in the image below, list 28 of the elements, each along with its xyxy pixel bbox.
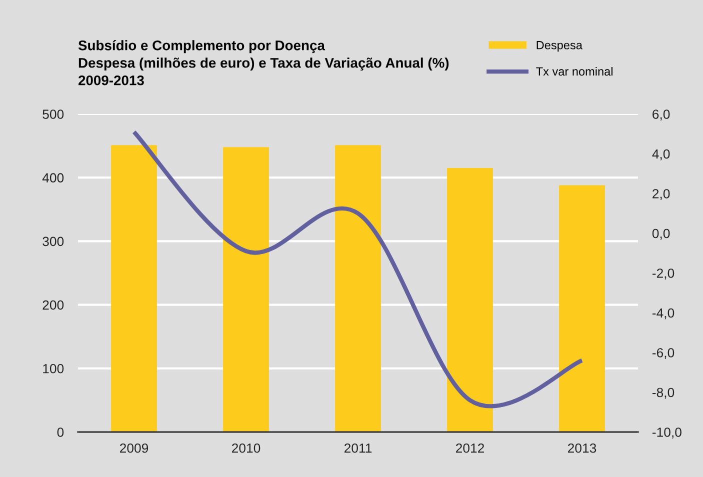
x-tick-label: 2011 xyxy=(344,443,372,453)
y-tick-label: 300 xyxy=(42,236,64,246)
y-tick-label: 400 xyxy=(42,173,64,183)
y-tick-label: 100 xyxy=(43,364,64,374)
y2-tick-label: 6,0 xyxy=(652,110,670,120)
legend-label: Tx var nominal xyxy=(536,66,612,76)
y2-tick-label: 2,0 xyxy=(652,189,670,200)
legend-label: Despesa xyxy=(536,41,582,52)
x-tick-label: 2013 xyxy=(568,443,596,453)
bar xyxy=(559,185,605,432)
bar xyxy=(223,147,269,432)
bar xyxy=(111,145,157,432)
x-tick-label: 2009 xyxy=(120,443,148,453)
y2-tick-label: -2,0 xyxy=(652,268,674,280)
y-tick-label: 500 xyxy=(42,110,64,119)
y2-tick-label: -6,0 xyxy=(652,348,674,359)
y-tick-label: 0 xyxy=(57,428,64,437)
x-tick-label: 2012 xyxy=(456,443,484,453)
chart-title: Subsídio e Complemento por Doença Despesa (milhões de euro) e Taxa de Variação Anual (%) 2009-2013 xyxy=(78,40,449,86)
y2-tick-label: -10,0 xyxy=(652,428,682,438)
x-tick-label: 2010 xyxy=(232,443,260,453)
y-tick-label: 200 xyxy=(42,300,64,310)
y2-tick-label: 0,0 xyxy=(652,228,670,240)
y2-tick-label: -4,0 xyxy=(652,308,674,320)
bar xyxy=(335,145,381,432)
y2-tick-label: 4,0 xyxy=(652,149,670,160)
bar xyxy=(447,168,493,432)
y2-tick-label: -8,0 xyxy=(652,388,674,399)
